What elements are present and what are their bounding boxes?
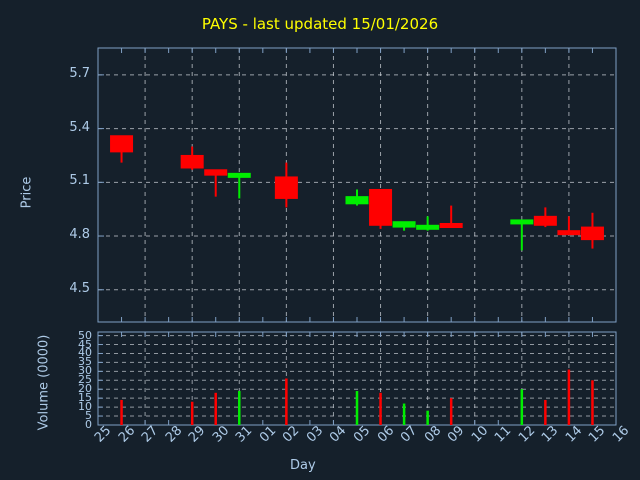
candle-body xyxy=(580,226,604,241)
chart-title: PAYS - last updated 15/01/2026 xyxy=(201,15,439,33)
price-tick-label: 4.8 xyxy=(69,227,90,243)
candle-body xyxy=(110,135,134,153)
candlestick xyxy=(369,188,393,229)
volume-tick-label: 25 xyxy=(78,373,92,387)
candlestick xyxy=(345,189,369,206)
candlestick xyxy=(274,162,298,208)
day-axis-label: Day xyxy=(290,458,316,473)
candlestick xyxy=(227,172,251,199)
candle-body xyxy=(392,221,416,228)
volume-tick-label: 10 xyxy=(78,400,92,414)
candlestick xyxy=(416,216,440,231)
candlestick xyxy=(510,219,534,251)
price-tick-label: 5.4 xyxy=(69,119,90,135)
volume-tick-label: 35 xyxy=(78,355,92,369)
volume-tick-label: 30 xyxy=(78,364,92,378)
volume-tick-label: 0 xyxy=(85,418,92,431)
candle-body xyxy=(439,223,463,229)
candle-body xyxy=(227,172,251,178)
price-tick-label: 5.1 xyxy=(69,173,90,189)
candlestick xyxy=(580,212,604,249)
volume-tick-label: 20 xyxy=(78,382,92,396)
price-tick-label: 5.7 xyxy=(69,65,90,81)
volume-tick-label: 50 xyxy=(78,328,92,342)
candle-body xyxy=(180,154,204,169)
candle-body xyxy=(533,215,557,226)
candlestick xyxy=(110,135,134,163)
volume-tick-label: 45 xyxy=(78,337,92,351)
volume-tick-label: 40 xyxy=(78,346,92,360)
price-panel-frame xyxy=(97,47,617,323)
candlestick xyxy=(533,207,557,228)
candlestick xyxy=(392,221,416,231)
volume-tick-label: 15 xyxy=(78,391,92,405)
candlestick xyxy=(204,169,228,197)
candle-body xyxy=(204,169,228,176)
price-tick-label: 4.5 xyxy=(69,280,90,296)
candlestick xyxy=(557,216,581,236)
candle-body xyxy=(510,219,534,225)
candle-body xyxy=(557,230,581,236)
candle-body xyxy=(345,196,369,205)
candle-body xyxy=(416,224,440,230)
candlestick xyxy=(439,205,463,229)
candle-body xyxy=(274,176,298,199)
candle-body xyxy=(369,188,393,226)
volume-tick-label: 5 xyxy=(85,409,92,423)
candlestick xyxy=(180,146,204,170)
